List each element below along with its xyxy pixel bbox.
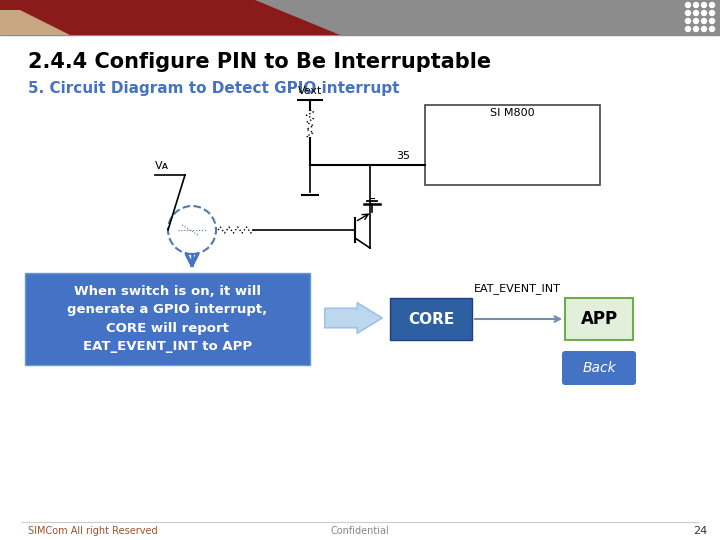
Circle shape [685, 18, 690, 24]
Text: Vext: Vext [298, 86, 322, 96]
Circle shape [709, 26, 714, 31]
Text: CORE: CORE [408, 312, 454, 327]
Circle shape [709, 3, 714, 8]
Bar [565, 298, 633, 340]
Text: SI M800: SI M800 [490, 108, 535, 118]
Polygon shape [0, 0, 340, 35]
FancyBboxPatch shape [562, 351, 636, 385]
Text: Back: Back [582, 361, 616, 375]
Circle shape [693, 18, 698, 24]
Bar [25, 273, 310, 365]
Text: Confidential: Confidential [330, 526, 390, 536]
Circle shape [709, 18, 714, 24]
Circle shape [701, 18, 706, 24]
Circle shape [701, 3, 706, 8]
FancyArrowPatch shape [325, 303, 382, 333]
Circle shape [693, 3, 698, 8]
Bar [0, 0, 720, 35]
Text: EAT_EVENT_INT: EAT_EVENT_INT [474, 283, 561, 294]
Text: SIMCom All right Reserved: SIMCom All right Reserved [28, 526, 158, 536]
Text: When switch is on, it will
generate a GPIO interrupt,
CORE will report
EAT_EVENT: When switch is on, it will generate a GP… [68, 285, 268, 353]
Circle shape [693, 26, 698, 31]
Circle shape [693, 10, 698, 16]
Circle shape [685, 26, 690, 31]
Text: 35: 35 [396, 151, 410, 161]
Circle shape [701, 10, 706, 16]
Bar [425, 105, 600, 185]
Polygon shape [0, 10, 70, 35]
Text: APP: APP [580, 310, 618, 328]
Circle shape [685, 3, 690, 8]
Text: 2.4.4 Configure PIN to Be Interruptable: 2.4.4 Configure PIN to Be Interruptable [28, 52, 491, 72]
Circle shape [168, 206, 216, 254]
Bar [390, 298, 472, 340]
Circle shape [701, 26, 706, 31]
Circle shape [685, 10, 690, 16]
Text: 5. Circuit Diagram to Detect GPIO interrupt: 5. Circuit Diagram to Detect GPIO interr… [28, 80, 400, 96]
Circle shape [709, 10, 714, 16]
Text: Vᴀ: Vᴀ [155, 161, 169, 171]
Text: 24: 24 [693, 526, 707, 536]
